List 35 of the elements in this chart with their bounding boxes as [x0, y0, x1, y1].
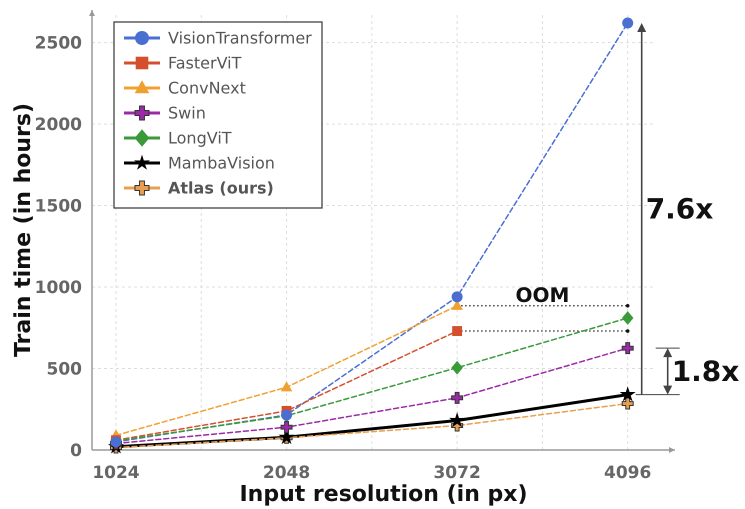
point — [452, 291, 463, 302]
y-tick-label: 2000 — [34, 115, 82, 136]
point — [622, 311, 634, 325]
x-axis-title: Input resolution (in px) — [239, 482, 528, 507]
legend-label: MambaVision — [168, 154, 275, 173]
point — [280, 421, 293, 434]
annotation: 1.8x — [672, 355, 740, 388]
point — [622, 342, 634, 354]
y-tick-label: 1000 — [34, 278, 82, 298]
point — [620, 386, 636, 402]
point — [622, 18, 634, 29]
legend-label: VisionTransformer — [168, 28, 312, 48]
point — [451, 360, 463, 375]
legend-label: Atlas (ours) — [168, 178, 274, 198]
x-tick-label: 1024 — [92, 463, 140, 483]
annotation: 7.6x — [646, 192, 714, 226]
y-tick-label: 0 — [70, 440, 82, 461]
x-tick-label: 3072 — [433, 463, 481, 483]
legend-label: FasterViT — [168, 54, 242, 73]
y-tick-label: 500 — [46, 359, 82, 380]
legend-label: LongViT — [168, 128, 232, 148]
annotation: OOM — [515, 282, 570, 307]
point — [280, 381, 292, 392]
x-tick-label: 2048 — [262, 463, 310, 483]
point — [452, 326, 462, 336]
point — [449, 412, 466, 428]
point — [281, 409, 292, 420]
y-tick-label: 2500 — [34, 34, 82, 54]
point — [622, 398, 634, 410]
point — [451, 392, 464, 404]
y-tick-label: 1500 — [34, 196, 82, 217]
legend-label: Swin — [168, 104, 206, 123]
x-tick-label: 4096 — [604, 463, 652, 483]
legend-label: ConvNext — [168, 78, 246, 98]
y-axis-title: Train time (in hours) — [11, 102, 36, 358]
